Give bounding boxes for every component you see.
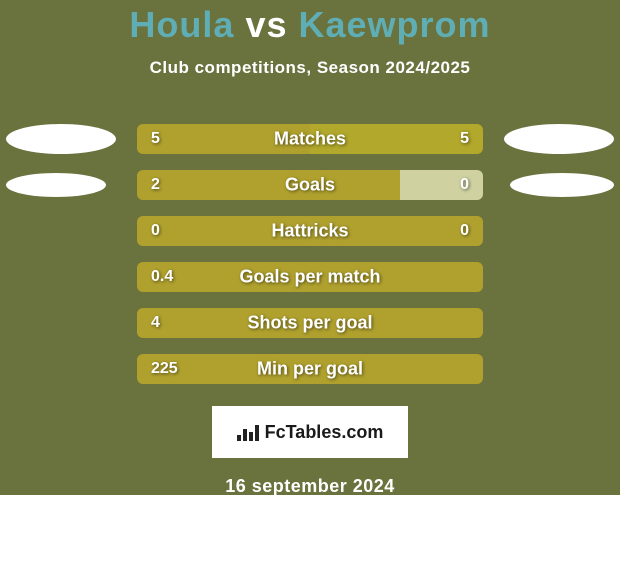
- stat-label: Hattricks: [271, 221, 348, 242]
- stat-row: Shots per goal 4: [0, 300, 620, 346]
- stat-bar: Hattricks 0 0: [137, 216, 483, 246]
- page-title: Houla vs Kaewprom: [0, 4, 620, 46]
- stat-value-right: 5: [460, 130, 469, 148]
- vs-text: vs: [245, 4, 287, 45]
- subtitle: Club competitions, Season 2024/2025: [0, 58, 620, 78]
- stat-bar: Goals per match 0.4: [137, 262, 483, 292]
- stat-row: Goals 2 0: [0, 162, 620, 208]
- stat-bar: Matches 5 5: [137, 124, 483, 154]
- stat-row: Goals per match 0.4: [0, 254, 620, 300]
- stat-bar-left: [137, 170, 400, 200]
- stat-row: Matches 5 5: [0, 116, 620, 162]
- stat-value-left: 225: [151, 360, 178, 378]
- brand-text: FcTables.com: [265, 422, 384, 443]
- stat-row: Min per goal 225: [0, 346, 620, 392]
- player-badge-right: [504, 124, 614, 154]
- stat-bar-right: [400, 170, 483, 200]
- stat-value-right: 0: [460, 176, 469, 194]
- player-left-name: Houla: [129, 4, 234, 45]
- stat-value-left: 2: [151, 176, 160, 194]
- stat-value-left: 5: [151, 130, 160, 148]
- player-badge-left: [6, 124, 116, 154]
- stats-area: Matches 5 5 Goals 2 0 Hattricks 0 0 Goals per mat…: [0, 116, 620, 392]
- stat-bar: Goals 2 0: [137, 170, 483, 200]
- stat-bar: Min per goal 225: [137, 354, 483, 384]
- stat-row: Hattricks 0 0: [0, 208, 620, 254]
- stat-label: Shots per goal: [247, 313, 372, 334]
- stat-bar: Shots per goal 4: [137, 308, 483, 338]
- player-badge-right: [510, 173, 614, 197]
- stat-value-left: 4: [151, 314, 160, 332]
- stat-value-right: 0: [460, 222, 469, 240]
- brand-bars-icon: [237, 423, 259, 441]
- stat-value-left: 0.4: [151, 268, 173, 286]
- stat-value-left: 0: [151, 222, 160, 240]
- stat-label: Goals: [285, 175, 335, 196]
- brand-box[interactable]: FcTables.com: [212, 406, 408, 458]
- date-line: 16 september 2024: [0, 476, 620, 497]
- stat-label: Matches: [274, 129, 346, 150]
- stat-label: Goals per match: [239, 267, 380, 288]
- comparison-card: Houla vs Kaewprom Club competitions, Sea…: [0, 0, 620, 495]
- stat-label: Min per goal: [257, 359, 363, 380]
- player-right-name: Kaewprom: [299, 4, 491, 45]
- player-badge-left: [6, 173, 106, 197]
